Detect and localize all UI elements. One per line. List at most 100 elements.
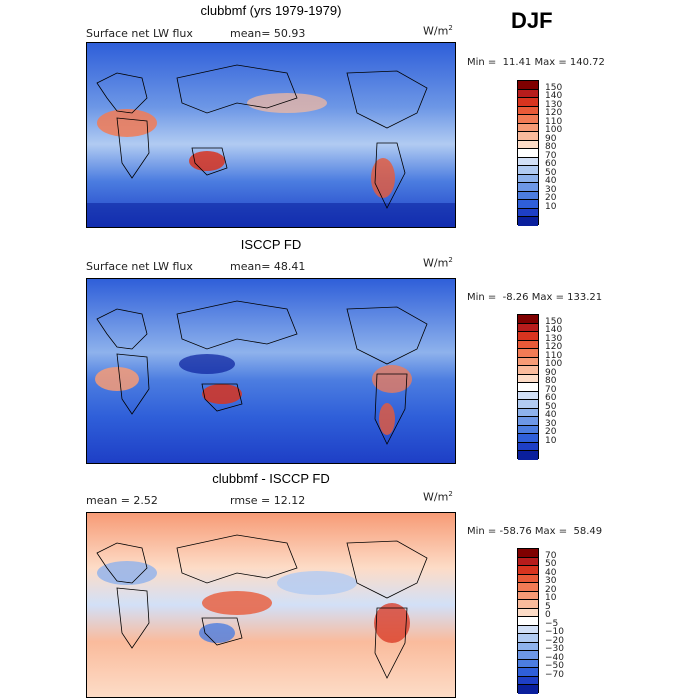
panel-1-field-patch [97,109,157,137]
colorbar-tick-label: 40 [545,176,557,187]
colorbar-swatch [518,625,538,635]
panel-2-map [86,278,456,464]
colorbar-tick-label: 140 [545,91,563,102]
colorbar-swatch [518,174,538,184]
panel-3-field-patch [374,603,410,643]
colorbar-swatch [518,634,538,643]
colorbar-tick-label: 10 [545,593,557,604]
panel-1-coastlines [96,64,428,209]
colorbar-swatch [518,574,538,584]
panel-1-mean: mean= 50.93 [230,27,306,40]
colorbar-swatch [518,315,538,324]
panel-3-map-svg [87,513,455,697]
colorbar-tick-label: 30 [545,418,557,429]
colorbar-tick-label: 60 [545,159,557,170]
panel-3-unit: W/m2 [423,490,453,504]
panel-1-field-patch [247,93,327,113]
colorbar-tick-label: 50 [545,167,557,178]
panel-3-minmax: Min = -58.76 Max = 58.49 [467,526,603,537]
colorbar-swatch [518,659,538,669]
panel-2-coastlines [96,300,428,445]
colorbar-tick-label: 110 [545,116,563,127]
colorbar-tick-label: 120 [545,108,563,119]
colorbar-tick-label: 80 [545,376,557,387]
colorbar-swatch [518,200,538,209]
colorbar-tick-label: −40 [545,652,564,663]
colorbar-tick-label: 30 [545,576,557,587]
colorbar-tick-label: 10 [545,435,557,446]
colorbar-swatch [518,600,538,609]
colorbar-swatch [518,332,538,341]
colorbar-tick-label: −20 [545,635,564,646]
colorbar-swatch [518,608,538,618]
colorbar-swatch [518,123,538,133]
colorbar-tick-label: 20 [545,427,557,438]
colorbar-swatch [518,549,538,558]
panel-2-colorbar-ticks: 150 140 130 120 110 100 90 80 70 60 50 40 30 20 10 [545,314,585,459]
colorbar-swatch [518,583,538,592]
colorbar-swatch [518,157,538,167]
colorbar-swatch [518,140,538,150]
colorbar-tick-label: 20 [545,584,557,595]
panel-3-map [86,512,456,698]
panel-3-title: clubbmf - ISCCP FD [212,471,330,486]
panel-2-field-patch [202,384,242,404]
panel-1-colorbar-ticks: 150 140 130 120 110 100 90 80 70 60 50 40 30 20 10 [545,80,585,225]
colorbar-swatch [518,685,538,694]
colorbar-swatch [518,400,538,409]
colorbar-tick-label: 110 [545,350,563,361]
panel-2-field-patch [379,403,395,435]
colorbar-tick-label: 70 [545,384,557,395]
panel-3-coastlines [96,534,428,679]
colorbar-swatch [518,651,538,660]
colorbar-swatch [518,89,538,99]
panel-3-field-patch [277,571,357,595]
panel-1-map-svg [87,43,455,227]
panel-1-title: clubbmf (yrs 1979-1979) [200,3,342,18]
colorbar-tick-label: 40 [545,410,557,421]
panel-3-rmse: rmse = 12.12 [230,494,306,507]
colorbar-tick-label: 100 [545,125,563,136]
panel-1-field-band [87,203,455,227]
colorbar-swatch [518,434,538,443]
colorbar-swatch [518,374,538,384]
colorbar-tick-label: 80 [545,142,557,153]
panel-3-field-patch [97,561,157,585]
colorbar-swatch [518,617,538,626]
colorbar-swatch [518,557,538,567]
colorbar-swatch [518,217,538,226]
colorbar-swatch [518,208,538,218]
panel-1-field [87,43,455,227]
colorbar-tick-label: 40 [545,567,557,578]
colorbar-swatch [518,81,538,90]
colorbar-swatch [518,115,538,124]
colorbar-tick-label: 50 [545,401,557,412]
colorbar-swatch [518,668,538,677]
colorbar-tick-label: 70 [545,550,557,561]
colorbar-tick-label: 90 [545,367,557,378]
colorbar-tick-label: 50 [545,559,557,570]
panel-1-variable: Surface net LW flux [86,27,193,40]
colorbar-tick-label: 70 [545,150,557,161]
colorbar-swatch [518,340,538,350]
panel-1-unit: W/m2 [423,24,453,38]
panel-3-field-patch [199,623,235,643]
colorbar-swatch [518,323,538,333]
colorbar-swatch [518,566,538,575]
colorbar-swatch [518,98,538,107]
panel-2-mean: mean= 48.41 [230,260,306,273]
colorbar-swatch [518,357,538,367]
colorbar-tick-label: −70 [545,669,564,680]
colorbar-tick-label: 0 [545,610,551,621]
panel-1-field-patch [371,158,395,198]
colorbar-tick-label: 120 [545,342,563,353]
panel-2-variable: Surface net LW flux [86,260,193,273]
colorbar-swatch [518,391,538,401]
colorbar-swatch [518,383,538,392]
colorbar-swatch [518,417,538,426]
colorbar-swatch [518,166,538,175]
panel-1-minmax: Min = 11.41 Max = 140.72 [467,57,605,68]
panel-2-field-patch [372,365,412,393]
colorbar-swatch [518,183,538,192]
colorbar-tick-label: 5 [545,601,551,612]
